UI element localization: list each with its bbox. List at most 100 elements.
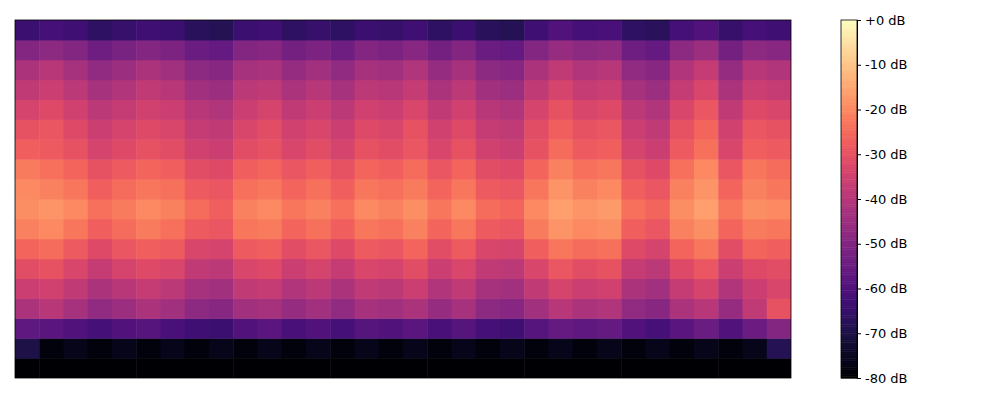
heatmap-cell — [621, 60, 646, 80]
heatmap-cell — [670, 259, 695, 279]
colorbar-tick: -80 dB — [857, 371, 908, 386]
heatmap-cell — [39, 119, 64, 139]
heatmap-cell — [694, 279, 719, 299]
heatmap-cell — [403, 60, 428, 80]
heatmap-cell — [282, 60, 307, 80]
heatmap-cell — [476, 239, 501, 259]
heatmap-cell — [718, 119, 743, 139]
heatmap-cell — [452, 239, 477, 259]
heatmap-cell — [452, 179, 477, 199]
heatmap-cell — [258, 139, 283, 159]
heatmap-cell — [15, 159, 40, 179]
heatmap-cell — [282, 100, 307, 120]
heatmap-cell — [403, 80, 428, 100]
heatmap-cell — [64, 318, 89, 338]
heatmap-cell — [209, 318, 234, 338]
heatmap-cell — [743, 219, 768, 239]
colorbar-tick-label: -30 dB — [865, 147, 908, 162]
heatmap-cell — [670, 298, 695, 318]
heatmap-cell — [670, 80, 695, 100]
heatmap-cell — [209, 60, 234, 80]
heatmap-cell — [112, 179, 137, 199]
heatmap-cell — [64, 358, 89, 378]
heatmap-cell — [185, 318, 210, 338]
heatmap-cell — [306, 259, 331, 279]
heatmap-cell — [646, 20, 671, 40]
heatmap-cell — [597, 40, 622, 60]
heatmap-cell — [452, 80, 477, 100]
heatmap-cell — [161, 318, 186, 338]
heatmap-cell — [64, 139, 89, 159]
heatmap-cell — [209, 338, 234, 358]
heatmap-cell — [233, 199, 258, 219]
colorbar-tick: -50 dB — [857, 236, 908, 251]
heatmap-cell — [258, 298, 283, 318]
heatmap-cell — [549, 259, 574, 279]
heatmap-cell — [258, 279, 283, 299]
heatmap-cell — [500, 100, 525, 120]
heatmap-cell — [694, 219, 719, 239]
heatmap-cell — [427, 239, 452, 259]
heatmap-cell — [233, 338, 258, 358]
heatmap-cell — [185, 20, 210, 40]
heatmap-cell — [646, 259, 671, 279]
colorbar-tick-mark — [857, 154, 861, 155]
heatmap-cell — [597, 338, 622, 358]
heatmap-cell — [233, 219, 258, 239]
heatmap-cell — [233, 279, 258, 299]
heatmap-cell — [306, 139, 331, 159]
heatmap-cell — [112, 239, 137, 259]
colorbar-tick-label: +0 dB — [865, 13, 905, 28]
heatmap-cell — [282, 80, 307, 100]
heatmap-cell — [330, 80, 355, 100]
heatmap-cell — [136, 318, 161, 338]
heatmap-cell — [39, 159, 64, 179]
heatmap-cell — [258, 80, 283, 100]
heatmap-cell — [161, 179, 186, 199]
heatmap-cell — [330, 139, 355, 159]
heatmap-cell — [646, 199, 671, 219]
heatmap-cell — [694, 139, 719, 159]
heatmap-cell — [500, 119, 525, 139]
heatmap-cell — [476, 119, 501, 139]
heatmap-cell — [136, 279, 161, 299]
heatmap-cell — [379, 100, 404, 120]
heatmap-cell — [330, 159, 355, 179]
colorbar-tick-label: -50 dB — [865, 236, 908, 251]
heatmap-cell — [670, 358, 695, 378]
heatmap-cell — [306, 239, 331, 259]
heatmap-cell — [427, 119, 452, 139]
heatmap-cell — [112, 199, 137, 219]
heatmap-cell — [64, 100, 89, 120]
colorbar-tick-label: -20 dB — [865, 102, 908, 117]
heatmap-cell — [694, 179, 719, 199]
heatmap-cell — [282, 20, 307, 40]
heatmap-cell — [646, 119, 671, 139]
heatmap-cell — [258, 119, 283, 139]
heatmap-cell — [161, 159, 186, 179]
heatmap-cell — [621, 40, 646, 60]
chart: +0 dB-10 dB-20 dB-30 dB-40 dB-50 dB-60 d… — [0, 0, 1000, 400]
heatmap-cell — [88, 239, 113, 259]
plot-frame — [15, 20, 791, 378]
heatmap-cell — [597, 239, 622, 259]
heatmap-cell — [136, 139, 161, 159]
heatmap-cell — [621, 219, 646, 239]
heatmap-cell — [670, 179, 695, 199]
heatmap-cell — [282, 139, 307, 159]
heatmap-cell — [597, 358, 622, 378]
heatmap-cell — [452, 139, 477, 159]
heatmap-cell — [403, 179, 428, 199]
colorbar-tick: -30 dB — [857, 147, 908, 162]
heatmap-cell — [670, 318, 695, 338]
heatmap-cell — [549, 239, 574, 259]
heatmap-cell — [718, 219, 743, 239]
heatmap-cell — [452, 199, 477, 219]
heatmap-cell — [403, 139, 428, 159]
heatmap-cell — [209, 219, 234, 239]
heatmap-cell — [258, 318, 283, 338]
heatmap-cell — [15, 279, 40, 299]
heatmap-cell — [597, 20, 622, 40]
heatmap-cell — [670, 40, 695, 60]
heatmap-cell — [282, 279, 307, 299]
